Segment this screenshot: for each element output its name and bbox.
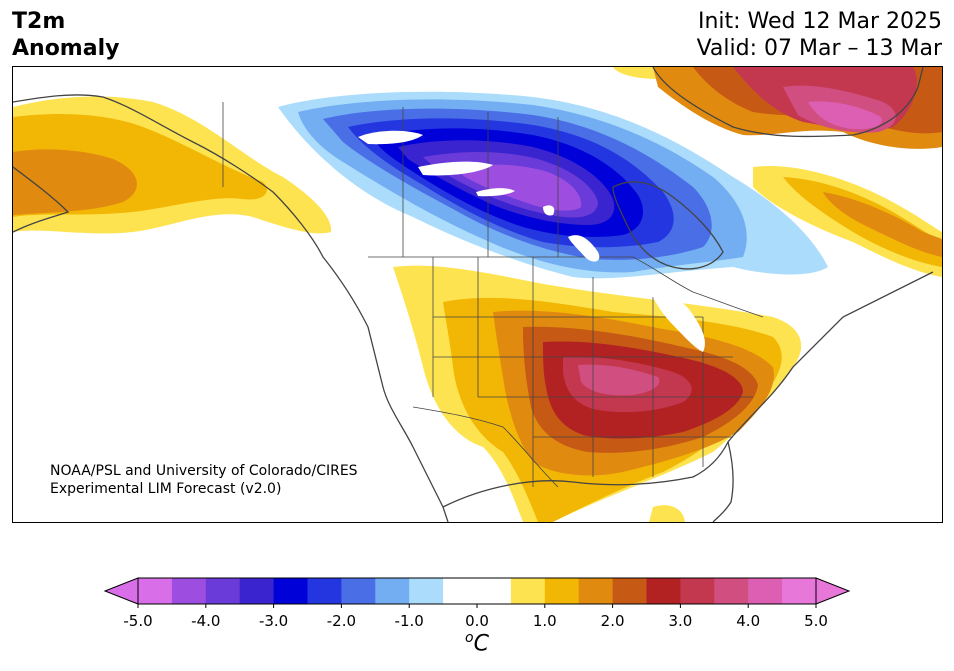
coastlines [13, 67, 934, 522]
warm-anomaly-greenland [613, 67, 942, 277]
colorbar-bar [103, 577, 851, 608]
colorbar-bin [273, 578, 308, 604]
colorbar-bin [782, 578, 817, 604]
colorbar-tick-label: 5.0 [804, 612, 828, 630]
colorbar-bin [714, 578, 749, 604]
valid-range: Valid: 07 Mar – 13 Mar [696, 36, 942, 61]
unit-letter: C [473, 631, 489, 657]
colorbar-bin [138, 578, 173, 604]
colorbar-tick-label: -3.0 [258, 612, 289, 630]
colorbar-unit: oC [465, 630, 489, 656]
colorbar-tick-label: -4.0 [191, 612, 221, 630]
colorbar-tick-label: -2.0 [326, 612, 357, 630]
colorbar-bin [443, 578, 478, 604]
anomaly-map: NOAA/PSL and University of Colorado/CIRE… [12, 66, 943, 523]
warm-patch-south [649, 505, 685, 522]
colorbar-bin [375, 578, 410, 604]
colorbar-tick-label: 4.0 [736, 612, 761, 630]
colorbar-bin [748, 578, 783, 604]
colorbar-bin [341, 578, 376, 604]
colorbar-bin [409, 578, 444, 604]
colorbar: -5.0 -4.0 -3.0 -2.0 -1.0 0.0 1.0 2.0 3.0 4.0 5.0 o… [0, 570, 954, 671]
credit-line-1: NOAA/PSL and University of Colorado/CIRE… [50, 463, 358, 479]
political-borders [222, 102, 764, 488]
colorbar-bin [544, 578, 580, 604]
colorbar-tick-label: -1.0 [394, 612, 424, 630]
colorbar-tick-label: 1.0 [532, 612, 557, 630]
map-canvas: NOAA/PSL and University of Colorado/CIRE… [13, 67, 942, 522]
colorbar-tick-label: 2.0 [600, 612, 625, 630]
colorbar-bin [239, 578, 275, 604]
title-variable: T2m [12, 9, 66, 34]
colorbar-bin [646, 578, 681, 604]
colorbar-bin [205, 578, 241, 604]
colorbar-bin [578, 578, 614, 604]
init-date: Init: Wed 12 Mar 2025 [697, 9, 942, 34]
credit-line-2: Experimental LIM Forecast (v2.0) [50, 481, 281, 497]
warm-anomaly-northwest [13, 96, 332, 234]
lakes [358, 130, 705, 352]
warm-anomaly-us [393, 265, 802, 522]
colorbar-bin [171, 578, 207, 604]
degree-symbol: o [465, 630, 474, 646]
colorbar-bin [477, 578, 512, 604]
colorbar-bin [510, 578, 546, 604]
colorbar-bin [680, 578, 715, 604]
colorbar-bin [307, 578, 342, 604]
colorbar-extend-low [103, 577, 139, 605]
map-title: T2m Anomaly [12, 8, 119, 62]
forecast-dates: Init: Wed 12 Mar 2025 Valid: 07 Mar – 13… [697, 8, 942, 62]
colorbar-bin [612, 578, 647, 604]
colorbar-extend-high [815, 577, 851, 605]
colorbar-tick-label: 3.0 [668, 612, 693, 630]
colorbar-tick-label: -5.0 [123, 612, 153, 630]
title-quantity: Anomaly [12, 36, 120, 61]
colorbar-tick-label: 0.0 [465, 612, 489, 630]
